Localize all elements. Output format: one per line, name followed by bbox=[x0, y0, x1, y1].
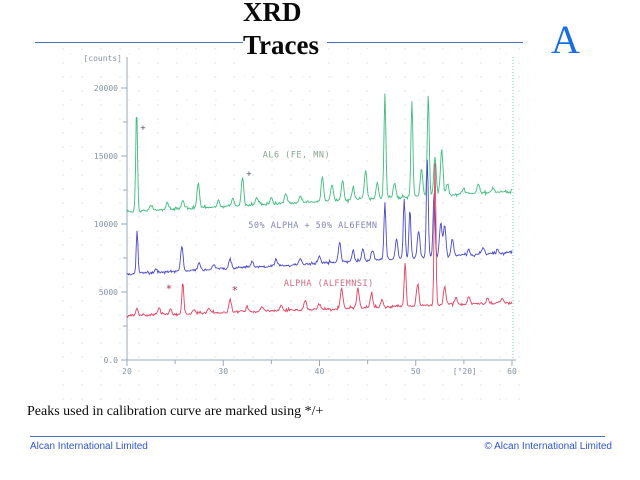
svg-text:50% ALPHA + 50% AL6FEMN: 50% ALPHA + 50% AL6FEMN bbox=[248, 221, 377, 231]
corner-letter-a: A bbox=[551, 17, 580, 62]
footer-copyright: © Alcan International Limited bbox=[484, 441, 612, 452]
title-line-2: Traces bbox=[243, 30, 319, 60]
footer-company: Alcan International Limited bbox=[30, 441, 148, 452]
svg-text:5000: 5000 bbox=[99, 288, 118, 297]
svg-text:60: 60 bbox=[507, 367, 517, 376]
svg-text:AL6 (FE, MN): AL6 (FE, MN) bbox=[263, 150, 330, 160]
svg-text:[°2θ]: [°2θ] bbox=[453, 367, 477, 376]
svg-text:0.0: 0.0 bbox=[104, 356, 119, 365]
svg-text:*: * bbox=[166, 283, 173, 296]
title-line-1: XRD bbox=[243, 0, 302, 27]
xrd-plot-svg: 0.0 5000 10000 15000 20000 [counts] 20 30 40 50 60… bbox=[83, 54, 517, 376]
footer-divider-line bbox=[30, 436, 605, 437]
svg-text:20: 20 bbox=[122, 367, 132, 376]
svg-text:+: + bbox=[246, 170, 252, 180]
svg-text:10000: 10000 bbox=[94, 220, 118, 229]
calibration-note: Peaks used in calibration curve are mark… bbox=[27, 404, 324, 419]
svg-text:[counts]: [counts] bbox=[83, 54, 122, 63]
slide-title: XRD Traces bbox=[243, 0, 327, 64]
svg-text:*: * bbox=[231, 284, 238, 297]
svg-text:ALPHA (ALFEMNSI): ALPHA (ALFEMNSI) bbox=[284, 279, 374, 289]
xrd-traces-chart: 0.0 5000 10000 15000 20000 [counts] 20 30 40 50 60… bbox=[60, 45, 535, 400]
svg-text:50: 50 bbox=[411, 367, 421, 376]
svg-text:+: + bbox=[140, 123, 146, 133]
svg-text:30: 30 bbox=[218, 367, 228, 376]
svg-text:15000: 15000 bbox=[94, 152, 118, 161]
svg-text:20000: 20000 bbox=[94, 84, 118, 93]
svg-text:40: 40 bbox=[315, 367, 325, 376]
